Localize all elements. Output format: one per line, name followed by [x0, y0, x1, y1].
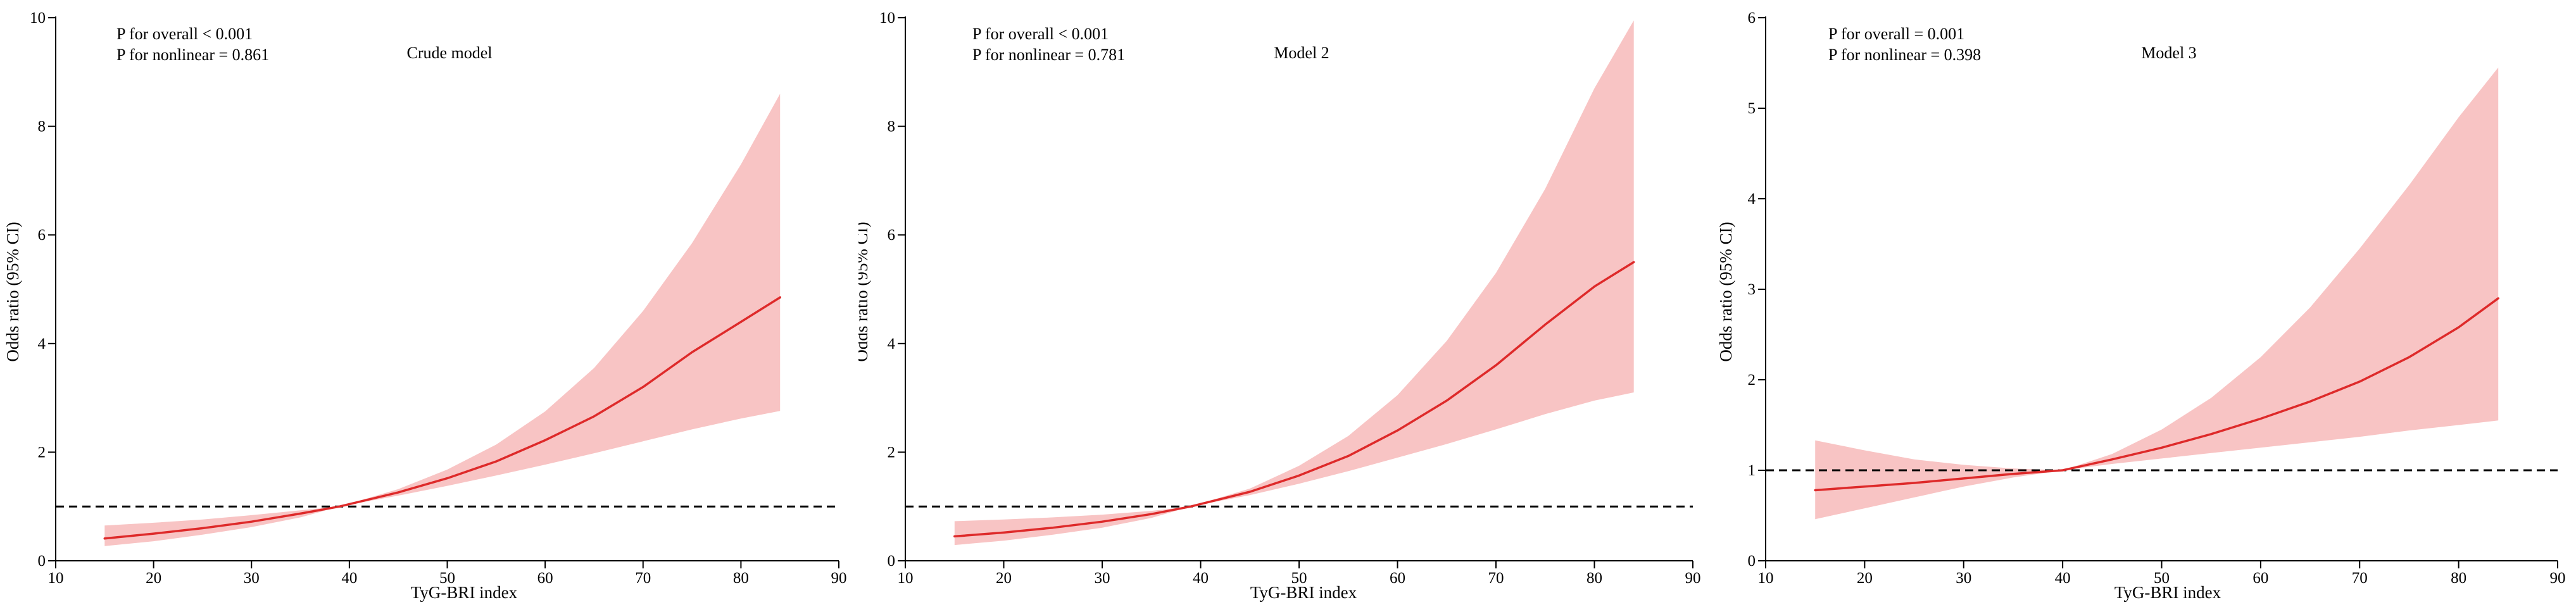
confidence-band	[954, 20, 1634, 546]
y-tick-label: 3	[1748, 281, 1756, 298]
x-tick-label: 90	[1685, 570, 1701, 587]
y-tick-label: 6	[888, 227, 896, 244]
y-tick-label: 2	[888, 444, 896, 461]
x-tick-label: 20	[1857, 570, 1873, 587]
x-tick-label: 60	[537, 570, 553, 587]
p-overall-label: P for overall < 0.001	[116, 25, 253, 43]
p-nonlinear-label: P for nonlinear = 0.861	[116, 46, 269, 64]
x-tick-label: 40	[1193, 570, 1209, 587]
chart-title: Crude model	[406, 44, 492, 62]
chart-crude-model: Crude model P for overall < 0.001 P for …	[3, 9, 847, 602]
chart-panel-model-2: Model 2 P for overall < 0.001 P for nonl…	[858, 0, 1717, 607]
y-tick-label: 0	[38, 553, 46, 570]
x-tick-label: 90	[2550, 570, 2566, 587]
x-tick-label: 30	[244, 570, 260, 587]
y-tick-label: 4	[1748, 191, 1756, 208]
y-tick-label: 2	[1748, 372, 1756, 389]
confidence-band	[104, 94, 781, 546]
p-nonlinear-label: P for nonlinear = 0.398	[1828, 46, 1981, 64]
y-tick-label: 4	[888, 335, 896, 353]
p-overall-label: P for overall < 0.001	[972, 25, 1109, 43]
p-overall-label: P for overall = 0.001	[1828, 25, 1964, 43]
x-tick-label: 10	[898, 570, 914, 587]
chart-model-3: Model 3 P for overall = 0.001 P for nonl…	[1717, 9, 2566, 602]
x-axis-title: TyG-BRI index	[2114, 583, 2221, 602]
y-axis-title: Odds ratio (95% CI)	[858, 222, 871, 361]
x-axis-title: TyG-BRI index	[411, 583, 518, 602]
x-tick-label: 20	[996, 570, 1012, 587]
x-tick-label: 30	[1095, 570, 1110, 587]
x-tick-label: 50	[439, 570, 455, 587]
x-tick-label: 80	[1586, 570, 1602, 587]
y-tick-label: 10	[30, 9, 46, 27]
x-tick-label: 60	[1390, 570, 1405, 587]
confidence-band	[1815, 67, 2499, 520]
x-tick-label: 40	[341, 570, 357, 587]
x-tick-label: 80	[733, 570, 749, 587]
y-tick-label: 0	[1748, 553, 1756, 570]
x-tick-label: 50	[1291, 570, 1307, 587]
x-tick-label: 10	[1758, 570, 1774, 587]
x-tick-label: 80	[2451, 570, 2466, 587]
y-axis-title: Odds ratio (95% CI)	[3, 222, 22, 361]
x-tick-label: 40	[2055, 570, 2071, 587]
x-tick-label: 70	[635, 570, 651, 587]
odds-ratio-curve	[103, 296, 781, 540]
x-tick-label: 50	[2154, 570, 2170, 587]
odds-ratio-curve	[1814, 297, 2499, 492]
y-tick-label: 5	[1748, 100, 1756, 117]
x-tick-label: 70	[2352, 570, 2368, 587]
x-tick-label: 70	[1488, 570, 1504, 587]
x-tick-label: 90	[831, 570, 847, 587]
chart-title: Model 2	[1274, 44, 1329, 62]
y-tick-label: 8	[38, 118, 46, 135]
x-axis-title: TyG-BRI index	[1250, 583, 1357, 602]
chart-panel-crude-model: Crude model P for overall < 0.001 P for …	[0, 0, 858, 607]
y-axis-title: Odds ratio (95% CI)	[1717, 222, 1735, 361]
y-tick-label: 2	[38, 444, 46, 461]
y-tick-label: 6	[1748, 9, 1756, 27]
y-tick-label: 8	[888, 118, 896, 135]
y-tick-label: 0	[888, 553, 896, 570]
x-tick-label: 30	[1956, 570, 1971, 587]
y-tick-label: 10	[879, 9, 895, 27]
chart-title: Model 3	[2141, 44, 2196, 62]
y-tick-label: 6	[38, 227, 46, 244]
x-tick-label: 20	[146, 570, 161, 587]
odds-ratio-curve	[953, 261, 1635, 538]
y-tick-label: 1	[1748, 462, 1756, 479]
chart-panel-model-3: Model 3 P for overall = 0.001 P for nonl…	[1717, 0, 2575, 607]
y-tick-label: 4	[38, 335, 46, 353]
p-nonlinear-label: P for nonlinear = 0.781	[972, 46, 1125, 64]
x-tick-label: 60	[2252, 570, 2268, 587]
chart-model-2: Model 2 P for overall < 0.001 P for nonl…	[858, 9, 1701, 602]
x-tick-label: 10	[48, 570, 64, 587]
